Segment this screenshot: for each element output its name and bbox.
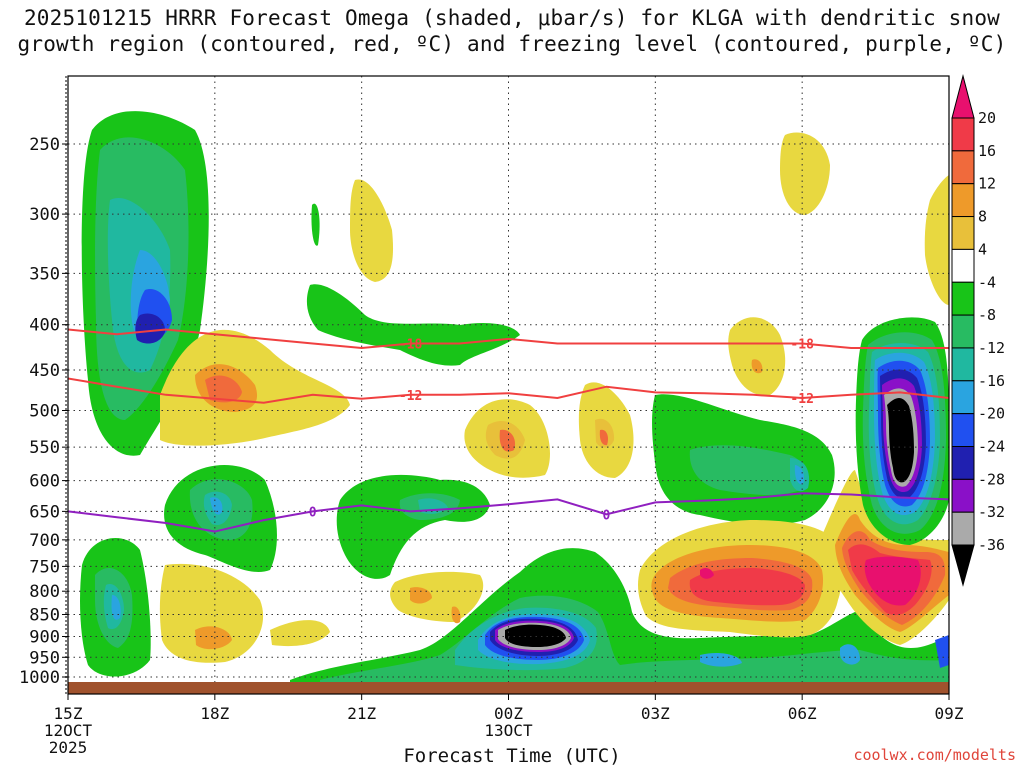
contour-red--12 xyxy=(68,377,949,404)
omega-region-69 xyxy=(887,397,914,483)
x-tick-label: 06Z xyxy=(788,704,817,723)
ground-bar xyxy=(68,682,949,694)
colorbar-bottom-triangle xyxy=(951,544,975,587)
contour-purple-0 xyxy=(68,492,949,533)
contour-label: 0 xyxy=(602,508,610,523)
contour-label: 0 xyxy=(309,505,317,520)
colorbar-band xyxy=(951,380,975,415)
omega-region-55 xyxy=(700,567,714,579)
colorbar-band xyxy=(951,117,975,152)
colorbar-band xyxy=(951,478,975,513)
omega-region-71 xyxy=(924,175,949,305)
colorbar-band xyxy=(951,511,975,546)
contour-label: -12 xyxy=(790,392,813,407)
y-tick-label: 500 xyxy=(29,402,60,422)
colorbar-label: 16 xyxy=(978,142,996,160)
colorbar-band xyxy=(951,314,975,349)
x-axis-label: Forecast Time (UTC) xyxy=(403,745,621,767)
y-tick-label: 550 xyxy=(29,438,60,458)
colorbar-label: -12 xyxy=(978,339,1005,357)
x-tick-label: 21Z xyxy=(347,704,376,723)
colorbar-label: -8 xyxy=(978,306,996,324)
omega-region-54 xyxy=(689,568,805,606)
colorbar-label: -20 xyxy=(978,405,1005,423)
x-tick-label: 15Z xyxy=(54,704,83,723)
omega-region-21 xyxy=(311,203,320,246)
omega-region-43 xyxy=(505,624,566,647)
y-tick-label: 850 xyxy=(29,606,60,626)
colorbar-top-triangle xyxy=(951,74,975,119)
colorbar-label: -32 xyxy=(978,503,1005,521)
colorbar-band xyxy=(951,183,975,218)
omega-region-16 xyxy=(210,497,223,515)
omega-region-44 xyxy=(700,652,742,667)
y-tick-label: 950 xyxy=(29,648,60,668)
credit-text: coolwx.com/modelts xyxy=(853,746,1016,764)
omega-region-20 xyxy=(306,284,520,366)
y-tick-label: 400 xyxy=(29,316,60,336)
x-tick-label: 00Z xyxy=(494,704,523,723)
x-tick-label: 09Z xyxy=(935,704,964,723)
omega-region-22 xyxy=(350,179,394,282)
x-tick-date: 12OCT xyxy=(44,721,93,740)
x-tick-label: 03Z xyxy=(641,704,670,723)
colorbar-band xyxy=(951,150,975,185)
omega-region-73 xyxy=(751,359,763,374)
omega-region-70 xyxy=(780,132,830,215)
x-tick-label: 18Z xyxy=(200,704,229,723)
omega-region-34 xyxy=(451,606,461,624)
omega-region-18 xyxy=(195,626,232,650)
colorbar-label: -24 xyxy=(978,438,1005,456)
colorbar-label: -36 xyxy=(978,536,1005,554)
chart-title-line2: growth region (contoured, red, ºC) and f… xyxy=(17,32,1007,56)
colorbar-band xyxy=(951,347,975,382)
colorbar-band xyxy=(951,216,975,250)
y-tick-label: 450 xyxy=(29,361,60,381)
colorbar-label: 12 xyxy=(978,175,996,193)
x-tick-date: 13OCT xyxy=(484,721,533,740)
colorbar-label: 4 xyxy=(978,240,987,258)
contour-label: -18 xyxy=(790,337,814,352)
y-tick-label: 600 xyxy=(29,472,60,492)
y-tick-label: 300 xyxy=(29,205,60,225)
x-tick-year: 2025 xyxy=(49,738,88,757)
omega-region-32 xyxy=(390,571,484,622)
colorbar-label: 8 xyxy=(978,208,987,226)
chart-title-line1: 2025101215 HRRR Forecast Omega (shaded, … xyxy=(23,6,1001,30)
colorbar-label: -28 xyxy=(978,470,1005,488)
colorbar-label: 20 xyxy=(978,109,996,127)
omega-region-19 xyxy=(270,620,330,647)
y-tick-label: 800 xyxy=(29,582,60,602)
y-tick-label: 1000 xyxy=(19,668,60,688)
colorbar-band xyxy=(951,446,975,480)
omega-region-17 xyxy=(159,563,264,663)
omega-region-31 xyxy=(599,429,609,446)
colorbar-label: -4 xyxy=(978,273,996,291)
colorbar-label: -16 xyxy=(978,372,1005,390)
omega-region-23 xyxy=(336,474,490,579)
omega-region-28 xyxy=(499,429,516,452)
colorbar-band xyxy=(951,248,975,283)
y-tick-label: 700 xyxy=(29,531,60,551)
omega-region-50 xyxy=(794,465,805,485)
omega-region-5 xyxy=(135,313,166,344)
y-tick-label: 350 xyxy=(29,264,60,284)
y-tick-label: 750 xyxy=(29,557,60,577)
y-tick-label: 900 xyxy=(29,627,60,647)
omega-region-45 xyxy=(840,644,860,665)
contour-label: -12 xyxy=(399,389,422,404)
omega-region-12 xyxy=(205,375,242,403)
colorbar-band xyxy=(951,413,975,447)
omega-region-60 xyxy=(864,556,921,606)
omega-region-9 xyxy=(111,595,121,620)
omega-region-48 xyxy=(689,445,806,495)
colorbar-band xyxy=(951,281,975,316)
contour-label: -18 xyxy=(399,337,423,352)
y-tick-label: 650 xyxy=(29,502,60,522)
contour-red--18 xyxy=(68,328,949,350)
y-tick-label: 250 xyxy=(29,135,60,155)
omega-region-46 xyxy=(935,635,949,668)
omega-region-72 xyxy=(728,317,786,396)
